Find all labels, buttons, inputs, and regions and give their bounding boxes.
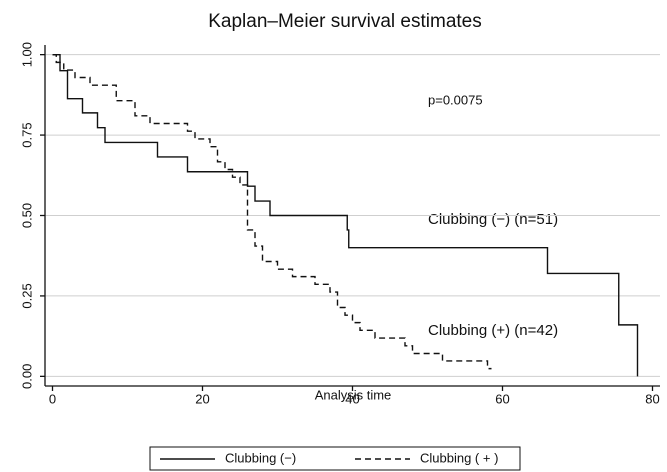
x-tick-label: 40 [345,391,359,406]
y-tick-label: 1.00 [19,42,34,67]
y-tick-label: 0.25 [19,283,34,308]
legend-label: Clubbing ( + ) [420,450,498,465]
chart-title: Kaplan–Meier survival estimates [208,11,482,32]
annotation: Clubbing (−) (n=51) [428,211,558,228]
survival-curve [52,53,492,370]
y-tick-label: 0.00 [19,364,34,389]
legend-box [149,446,521,471]
x-tick-label: 0 [49,391,56,406]
survival-curve [52,53,639,377]
x-tick-label: 80 [645,391,659,406]
annotation: Clubbing (+) (n=42) [428,322,558,339]
y-tick-label: 0.75 [19,122,34,147]
y-tick-label: 0.50 [19,203,34,228]
legend-label: Clubbing (−) [225,450,296,465]
x-tick-label: 20 [195,391,209,406]
x-axis-label: Analysis time [315,387,392,402]
annotation: p=0.0075 [428,92,483,107]
x-tick-label: 60 [495,391,509,406]
